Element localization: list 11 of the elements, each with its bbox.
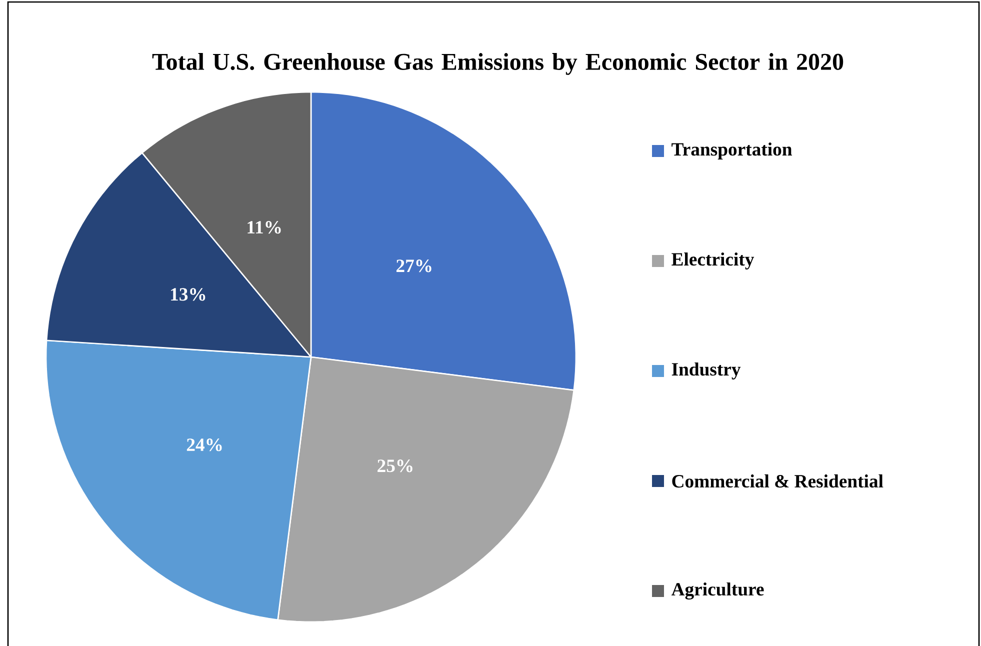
legend-label: Transportation xyxy=(672,142,792,160)
legend-label: Commercial & Residential xyxy=(672,474,884,488)
data-label: 13% xyxy=(171,288,206,301)
data-label: 25% xyxy=(378,460,412,472)
data-label: 27% xyxy=(396,260,432,272)
legend-label: Industry xyxy=(672,362,741,380)
legend-label: Electricity xyxy=(672,252,754,270)
legend-label: Agriculture xyxy=(671,582,764,600)
data-label: 11% xyxy=(248,220,281,234)
chart-title: Total U.S. Greenhouse Gas Emissions by Economic Sector in 2020 xyxy=(152,53,844,75)
data-label: 24% xyxy=(186,438,222,452)
